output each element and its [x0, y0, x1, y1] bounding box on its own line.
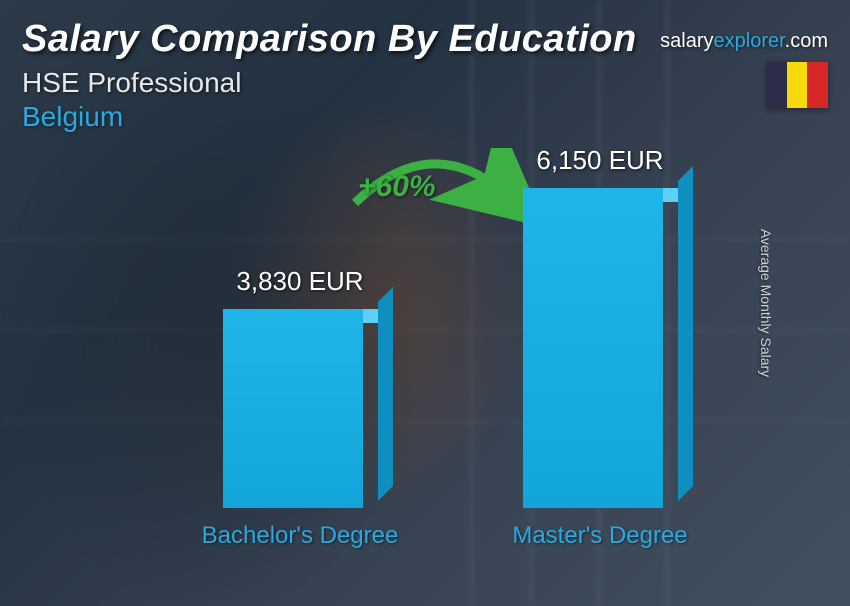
- flag-stripe-2: [787, 62, 808, 108]
- site-name-part1: salary: [660, 30, 713, 52]
- country-flag-icon: [766, 62, 828, 108]
- bar-front-face: [523, 188, 663, 508]
- country-label: Belgium: [22, 101, 828, 133]
- flag-stripe-1: [766, 62, 787, 108]
- bar-chart: 3,830 EURBachelor's Degree6,150 EURMaste…: [150, 200, 750, 550]
- site-tld: .com: [785, 30, 828, 52]
- site-name-accent: explorer: [714, 30, 785, 52]
- bar-value: 3,830 EUR: [236, 266, 363, 297]
- bar-side-face: [378, 287, 393, 501]
- bar-label: Master's Degree: [512, 522, 687, 550]
- bar: [223, 309, 378, 508]
- bar-group: 3,830 EUR Bachelor's Degree: [190, 266, 410, 550]
- bar-group: 6,150 EUR Master's Degree: [490, 145, 710, 550]
- bar-value: 6,150 EUR: [536, 145, 663, 176]
- flag-stripe-3: [807, 62, 828, 108]
- bar-front-face: [223, 309, 363, 508]
- y-axis-label: Average Monthly Salary: [758, 229, 774, 377]
- job-subtitle: HSE Professional: [22, 67, 828, 99]
- bar-label: Bachelor's Degree: [202, 522, 399, 550]
- bar: [523, 188, 678, 508]
- site-brand: salaryexplorer.com: [660, 30, 828, 53]
- bar-side-face: [678, 166, 693, 501]
- percentage-increase: +60%: [358, 170, 436, 204]
